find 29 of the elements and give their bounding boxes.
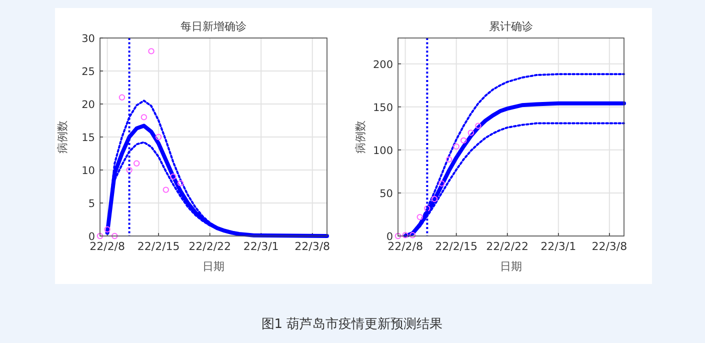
x-tick-label: 22/3/1 (540, 240, 576, 253)
x-tick-label: 22/3/8 (294, 240, 330, 253)
y-tick-label: 30 (82, 33, 95, 45)
x-tick-label: 22/2/15 (435, 240, 478, 253)
y-axis-title: 病例数 (354, 120, 367, 154)
y-tick-label: 150 (372, 102, 393, 114)
y-tick-label: 15 (82, 132, 95, 144)
x-tick-label: 22/2/8 (90, 240, 126, 253)
x-tick-label: 22/2/22 (486, 240, 529, 253)
y-tick-label: 200 (372, 58, 393, 71)
chart-title: 累计确诊 (489, 20, 533, 33)
y-tick-label: 25 (82, 66, 95, 78)
y-tick-label: 0 (88, 231, 95, 243)
x-tick-label: 22/2/22 (188, 240, 232, 253)
x-tick-label: 22/3/1 (243, 240, 279, 253)
x-tick-label: 22/2/15 (137, 240, 180, 253)
y-tick-label: 20 (82, 99, 95, 111)
x-axis-title: 日期 (202, 260, 224, 273)
y-tick-label: 50 (380, 188, 393, 200)
x-axis-title: 日期 (500, 260, 522, 273)
chart-title: 每日新增确诊 (180, 20, 246, 33)
y-tick-label: 5 (88, 198, 95, 210)
caption: 图1 葫芦岛市疫情更新预测结果 (261, 317, 443, 332)
y-tick-label: 0 (386, 231, 393, 243)
y-tick-label: 10 (82, 165, 95, 177)
x-tick-label: 22/2/8 (388, 240, 423, 253)
x-tick-label: 22/3/8 (592, 240, 628, 253)
y-axis-title: 病例数 (56, 120, 69, 154)
y-tick-label: 100 (372, 144, 393, 157)
